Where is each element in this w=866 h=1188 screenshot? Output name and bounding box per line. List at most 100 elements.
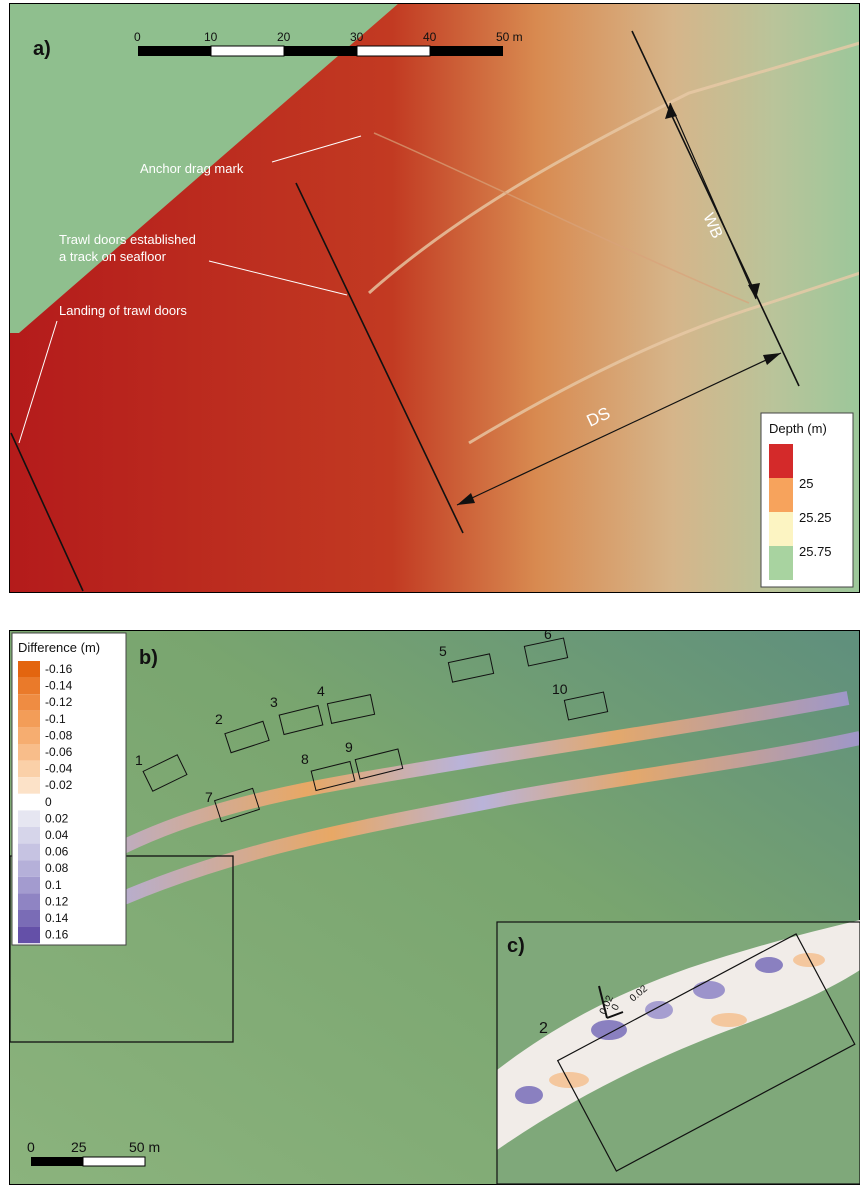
difference-legend-swatch — [18, 827, 40, 844]
trawl-track-upper — [368, 41, 860, 295]
trawl-track-annotation-line1: Trawl doors established — [59, 232, 196, 247]
shallow-area — [9, 3, 399, 333]
trawl-track-annotation-line2: a track on seafloor — [59, 249, 167, 264]
sample-box-label: 2 — [215, 711, 223, 727]
difference-legend-label: 0.02 — [45, 811, 69, 825]
inset-c-blob — [755, 957, 783, 973]
difference-legend-label: -0.02 — [45, 778, 73, 792]
difference-legend-swatch — [18, 810, 40, 827]
sample-box-label: 5 — [439, 643, 447, 659]
scale-tick-label: 0 — [27, 1139, 35, 1155]
landing-annotation: Landing of trawl doors — [59, 303, 187, 318]
inset-c-north-arrow — [598, 985, 624, 1019]
difference-track-lower — [102, 731, 860, 913]
difference-map-panel-b: 1 2 3 4 5 6 7 8 9 10 a b) Difference (m)… — [9, 630, 860, 1185]
depth-legend-title: Depth (m) — [769, 421, 827, 436]
inset-c-box-label: 2 — [539, 1020, 548, 1037]
sample-box — [447, 653, 495, 683]
difference-legend-label: -0.08 — [45, 728, 73, 742]
sample-box-label: 9 — [345, 739, 353, 755]
scale-tick-label: 20 — [277, 30, 291, 44]
panel-a-label: a) — [33, 38, 51, 60]
difference-legend-label: 0.08 — [45, 861, 69, 875]
difference-legend-swatch — [18, 860, 40, 877]
scale-tick-label: 10 — [204, 30, 218, 44]
difference-legend-title: Difference (m) — [18, 640, 100, 655]
depth-legend-label: 25.75 — [799, 544, 832, 559]
panel-b-label: b) — [139, 647, 158, 669]
difference-legend-swatch — [18, 727, 40, 744]
inset-c-blob — [549, 1072, 589, 1088]
sample-box-label: 7 — [205, 789, 213, 805]
sample-box-labels: 1 2 3 4 5 6 7 8 9 10 — [135, 630, 568, 805]
difference-legend-swatch — [18, 843, 40, 861]
sample-box-label: 3 — [270, 694, 278, 710]
sample-box — [563, 691, 609, 721]
depth-legend-swatch — [769, 478, 793, 512]
line-landing-extent — [10, 432, 84, 592]
difference-legend: Difference (m) -0.16 -0.14 -0.12 -0.1 -0.08 -… — [11, 632, 127, 946]
ds-dimension-arrow — [456, 352, 782, 506]
leader-landing — [18, 320, 58, 444]
difference-legend-swatch — [18, 760, 40, 778]
sample-box-group — [142, 637, 609, 823]
sample-box-label: 8 — [301, 751, 309, 767]
difference-legend-swatch — [18, 793, 40, 811]
scale-tick-label: 50 m — [496, 30, 523, 44]
scale-tick-label: 0 — [134, 30, 141, 44]
difference-legend-swatch — [18, 661, 40, 678]
anchor-drag-track — [373, 132, 750, 304]
difference-legend-swatch — [18, 677, 40, 695]
sample-box — [213, 787, 261, 823]
difference-legend-label: 0.04 — [45, 828, 69, 842]
depth-legend-label: 25.25 — [799, 510, 832, 525]
difference-legend-label: 0.14 — [45, 911, 69, 925]
sample-box — [523, 637, 569, 667]
sample-box-label: 4 — [317, 683, 325, 699]
panel-b-border — [9, 630, 860, 1185]
difference-legend-swatch — [18, 876, 40, 894]
panel-a-border — [9, 3, 860, 593]
inset-c-blob — [693, 981, 725, 999]
scale-tick-label: 40 — [423, 30, 437, 44]
difference-legend-swatch — [18, 777, 40, 794]
difference-legend-label: -0.06 — [45, 745, 73, 759]
inset-c-track — [497, 920, 860, 1150]
difference-legend-swatch — [18, 893, 40, 910]
depth-legend-swatch — [769, 512, 793, 546]
inset-c-blob — [793, 953, 825, 967]
contour-label: 0 — [610, 1002, 623, 1012]
difference-legend-label: 0 — [45, 795, 52, 809]
difference-legend-swatch — [18, 710, 40, 728]
line-wb-axis — [631, 30, 800, 387]
sample-box-label: 6 — [544, 630, 552, 642]
difference-legend-swatch — [18, 910, 40, 927]
sample-box — [310, 760, 356, 792]
wb-dimension-arrow — [665, 102, 760, 300]
scale-bar-b: 0 25 50 m — [27, 1139, 160, 1167]
difference-legend-label: -0.14 — [45, 679, 73, 693]
difference-legend-swatch — [18, 926, 40, 944]
inset-c-label: c) — [507, 935, 525, 957]
depth-legend-swatch — [769, 444, 793, 478]
scale-tick-label: 25 — [71, 1139, 87, 1155]
scale-bar-a: 0 10 20 30 40 50 m — [134, 30, 523, 57]
sample-box — [224, 720, 270, 754]
difference-legend-label: -0.04 — [45, 762, 73, 776]
difference-legend-label: 0.06 — [45, 845, 69, 859]
difference-track-upper — [71, 691, 850, 880]
depth-legend-label: 25 — [799, 476, 813, 491]
difference-legend-label: -0.16 — [45, 662, 73, 676]
difference-legend-swatch — [18, 694, 40, 711]
difference-legend-swatch — [18, 744, 40, 761]
difference-legend-label: 0.16 — [45, 928, 69, 942]
leader-anchor — [271, 135, 362, 163]
inset-c-blob — [711, 1013, 747, 1027]
sample-box-label: 10 — [552, 681, 568, 697]
leader-trawl — [208, 260, 348, 296]
difference-legend-label: -0.1 — [45, 712, 66, 726]
difference-legend-label: -0.12 — [45, 695, 73, 709]
sample-box — [326, 694, 376, 724]
line-track-start — [295, 182, 464, 534]
depth-legend-swatch — [769, 546, 793, 580]
